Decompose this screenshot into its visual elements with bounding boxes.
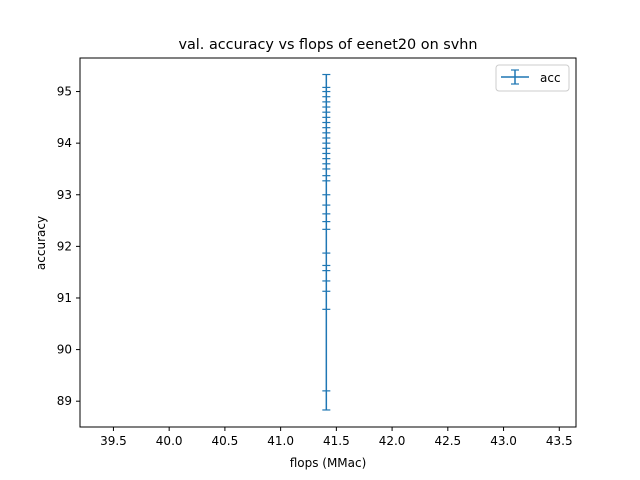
- x-tick-label: 43.5: [546, 434, 573, 448]
- x-tick-label: 43.0: [490, 434, 517, 448]
- y-tick-label: 95: [57, 85, 72, 99]
- x-tick-label: 41.5: [323, 434, 350, 448]
- x-tick-label: 42.0: [379, 434, 406, 448]
- y-tick-label: 91: [57, 291, 72, 305]
- y-axis-ticks: 89 90 91 92 93 94 95: [57, 85, 80, 408]
- y-tick-label: 92: [57, 239, 72, 253]
- x-tick-label: 40.0: [156, 434, 183, 448]
- x-tick-label: 40.5: [212, 434, 239, 448]
- plot-area: [80, 58, 576, 427]
- x-tick-label: 39.5: [100, 434, 127, 448]
- legend-label-acc: acc: [540, 71, 561, 85]
- y-tick-label: 94: [57, 136, 72, 150]
- series-acc: [322, 73, 331, 411]
- legend: acc: [495, 64, 570, 92]
- x-axis-ticks: 39.5 40.0 40.5 41.0 41.5 42.0 42.5 43.0 43.5: [100, 427, 573, 448]
- y-axis-label: accuracy: [34, 216, 48, 270]
- x-tick-label: 42.5: [434, 434, 461, 448]
- y-tick-label: 90: [57, 343, 72, 357]
- x-axis-label: flops (MMac): [290, 456, 367, 470]
- x-tick-label: 41.0: [267, 434, 294, 448]
- y-tick-label: 89: [57, 394, 72, 408]
- y-tick-label: 93: [57, 188, 72, 202]
- legend-marker-acc: [501, 69, 529, 85]
- chart-title: val. accuracy vs flops of eenet20 on svh…: [178, 37, 477, 53]
- plot-frame: [79, 57, 577, 428]
